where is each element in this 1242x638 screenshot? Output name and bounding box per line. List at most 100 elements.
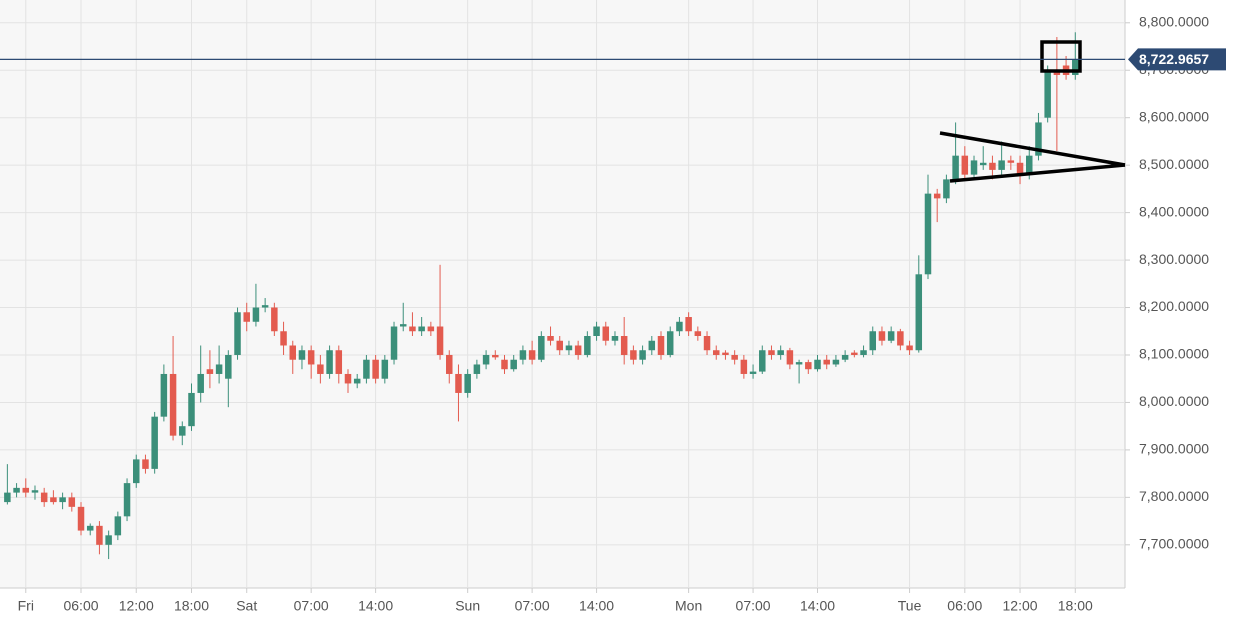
candle-body: [869, 331, 876, 351]
candle-body: [676, 321, 683, 332]
candle-body: [906, 345, 913, 351]
candle-body: [197, 373, 204, 393]
candle-body: [68, 497, 76, 507]
candle-body: [335, 350, 343, 374]
candle-body: [1044, 70, 1051, 118]
candle-body: [538, 336, 545, 360]
x-tick-label: 12:00: [1003, 598, 1038, 614]
candle-body: [501, 359, 508, 370]
highlight-box: [1040, 40, 1082, 73]
candle-body: [666, 331, 674, 355]
candle-body: [620, 336, 628, 355]
candle-body: [768, 350, 775, 355]
candle-body: [639, 350, 646, 360]
candle-body: [179, 426, 186, 436]
trend-line: [949, 163, 1126, 183]
candle-body: [353, 378, 361, 384]
candle-body: [1072, 59, 1079, 75]
candle-body: [455, 373, 462, 393]
trend-line: [939, 131, 1126, 167]
candle-body: [142, 459, 149, 469]
candle-body: [86, 525, 94, 531]
x-tick-label: Fri: [18, 598, 34, 614]
candle-body: [759, 350, 766, 372]
candle-body: [114, 516, 122, 536]
candle-body: [427, 326, 435, 332]
candle-body: [979, 162, 987, 166]
candle-body: [446, 354, 453, 374]
candle-body: [897, 331, 904, 346]
candle-body: [77, 506, 85, 531]
candle-body: [510, 359, 517, 370]
candle-body: [841, 354, 849, 360]
x-tick-label: 06:00: [947, 598, 982, 614]
candle-body: [492, 354, 499, 358]
x-tick-label: Mon: [675, 598, 702, 614]
candle-body: [703, 336, 711, 351]
candle-body: [298, 350, 306, 360]
candle-body: [814, 359, 821, 370]
candle-body: [133, 459, 140, 484]
candle-body: [289, 345, 297, 360]
y-tick-label: 8,600.0000: [1139, 108, 1209, 124]
candle-body: [989, 162, 996, 170]
candle-body: [943, 179, 950, 199]
x-tick-label: Tue: [898, 598, 922, 614]
candle-body: [602, 326, 610, 341]
current-price-tag: [1128, 48, 1226, 71]
candle-body: [225, 354, 232, 379]
candle-body: [648, 340, 656, 351]
candle-body: [1035, 122, 1042, 156]
candle-body: [611, 336, 619, 341]
candle-body: [261, 305, 269, 308]
candle-body: [326, 350, 333, 374]
x-tick-label: Sat: [236, 598, 257, 614]
candle-body: [372, 359, 379, 379]
candle-body: [381, 359, 389, 379]
candle-body: [390, 326, 398, 360]
candle-body: [547, 336, 554, 341]
y-tick-label: 7,800.0000: [1139, 488, 1209, 504]
candle-body: [1007, 160, 1015, 163]
y-tick-label: 8,300.0000: [1139, 251, 1209, 267]
current-price-label: 8,722.9657: [1139, 51, 1209, 67]
candle-body: [344, 373, 352, 384]
candle-body: [795, 362, 803, 365]
plot-area: [0, 0, 1125, 588]
candle-body: [123, 483, 131, 517]
candle-body: [105, 535, 112, 545]
candle-body: [40, 492, 48, 503]
candle-body: [805, 362, 812, 370]
candle-body: [418, 326, 425, 332]
candle-body: [832, 359, 840, 365]
candle-body: [584, 336, 591, 355]
candle-body: [878, 331, 886, 341]
candle-body: [271, 307, 278, 332]
candle-body: [206, 369, 214, 374]
candle-body: [31, 490, 39, 493]
candle-body: [749, 371, 757, 374]
candle-body: [786, 350, 794, 365]
candle-body: [13, 487, 20, 493]
candle-body: [657, 336, 665, 355]
candle-body: [59, 497, 66, 503]
candle-body: [593, 326, 600, 336]
candle-body: [215, 364, 223, 374]
candle-body: [188, 392, 195, 427]
candle-body: [860, 350, 867, 355]
candle-body: [363, 359, 370, 379]
x-tick-label: 14:00: [579, 598, 614, 614]
candle-body: [970, 160, 978, 175]
candle-body: [915, 274, 923, 351]
x-tick-label: 07:00: [736, 598, 771, 614]
candle-body: [731, 354, 738, 360]
x-tick-label: 14:00: [800, 598, 835, 614]
y-tick-label: 7,700.0000: [1139, 536, 1209, 552]
user-drawings: [939, 40, 1126, 183]
x-tick-label: 07:00: [515, 598, 550, 614]
candle-body: [565, 345, 573, 351]
candle-body: [740, 359, 748, 374]
candle-body: [952, 155, 959, 180]
candle-body: [528, 350, 536, 360]
